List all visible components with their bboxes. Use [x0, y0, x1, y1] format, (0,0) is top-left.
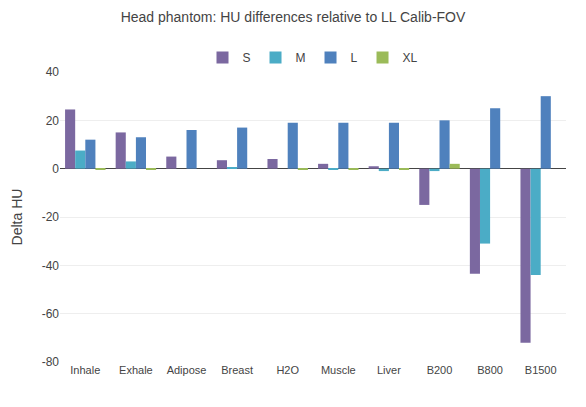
svg-text:Adipose: Adipose — [167, 364, 207, 376]
svg-text:Liver: Liver — [377, 364, 401, 376]
svg-text:Breast: Breast — [221, 364, 253, 376]
svg-text:-20: -20 — [42, 210, 60, 224]
svg-text:0: 0 — [52, 162, 59, 176]
svg-text:40: 40 — [46, 65, 60, 79]
svg-text:Delta HU: Delta HU — [9, 189, 25, 246]
svg-text:Inhale: Inhale — [70, 364, 100, 376]
svg-text:B800: B800 — [477, 364, 503, 376]
svg-text:-80: -80 — [42, 355, 60, 369]
svg-text:B1500: B1500 — [525, 364, 557, 376]
svg-text:XL: XL — [403, 51, 418, 65]
svg-text:S: S — [243, 51, 251, 65]
svg-text:B200: B200 — [427, 364, 453, 376]
svg-text:Muscle: Muscle — [321, 364, 356, 376]
svg-text:H2O: H2O — [276, 364, 299, 376]
svg-text:Exhale: Exhale — [119, 364, 153, 376]
svg-text:-40: -40 — [42, 259, 60, 273]
svg-text:20: 20 — [46, 114, 60, 128]
svg-text:-60: -60 — [42, 307, 60, 321]
svg-text:L: L — [351, 51, 358, 65]
svg-text:Head phantom: HU differences r: Head phantom: HU differences relative to… — [121, 9, 466, 25]
svg-text:M: M — [296, 51, 306, 65]
